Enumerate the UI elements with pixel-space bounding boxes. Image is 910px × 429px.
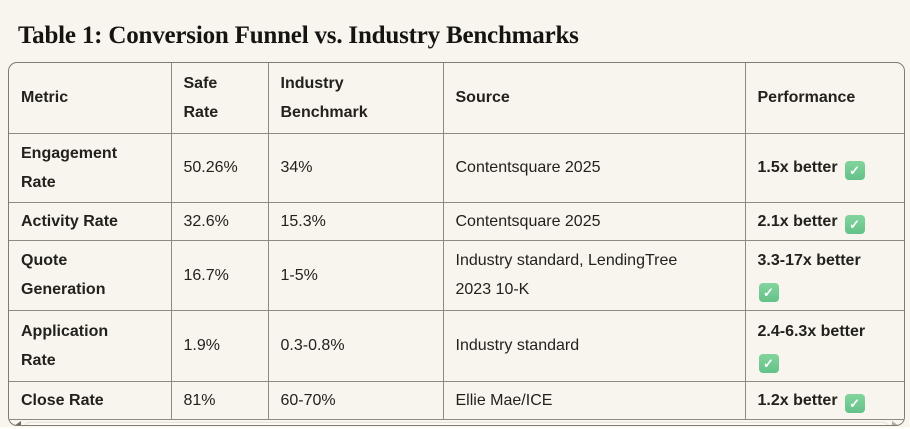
col-header-benchmark: Industry Benchmark [268,63,444,134]
scroll-left-icon[interactable] [14,421,21,425]
cell-safe-rate: 81% [171,381,269,420]
col-header-performance: Performance [745,63,904,134]
check-glyph: ✓ [849,395,860,411]
header-row: Metric Safe Rate Industry Benchmark Sour… [9,63,904,134]
performance-text: 1.2x better [757,391,838,409]
performance-text: 1.5x better [757,159,838,176]
horizontal-scrollbar[interactable] [9,420,904,425]
performance-text: 2.1x better [757,212,838,230]
benchmark-table: Metric Safe Rate Industry Benchmark Sour… [9,63,904,420]
cell-source: Ellie Mae/ICE [443,381,746,420]
cell-performance: 3.3-17x better ✓ [745,240,904,311]
col-header-safe-rate: Safe Rate [171,63,269,134]
cell-metric: Quote Generation [9,240,172,311]
cell-benchmark: 60-70% [268,381,444,420]
cell-benchmark: 34% [268,133,444,203]
cell-metric: Activity Rate [9,202,172,241]
page-bottom-edge [0,427,910,429]
cell-source: Contentsquare 2025 [443,133,746,203]
table-row: Engagement Rate 50.26% 34% Contentsquare… [9,133,904,203]
cell-source: Industry standard [443,310,746,382]
cell-metric: Application Rate [9,310,172,382]
cell-metric: Engagement Rate [9,133,172,203]
scroll-right-icon[interactable] [892,421,899,425]
check-glyph: ✓ [849,163,860,178]
cell-benchmark: 0.3-0.8% [268,310,444,382]
cell-metric: Close Rate [9,381,172,420]
table-row: Quote Generation 16.7% 1-5% Industry sta… [9,240,904,311]
cell-performance: 1.5x better ✓ [745,133,904,203]
cell-performance: 2.4-6.3x better ✓ [745,310,904,382]
check-glyph: ✓ [763,355,774,371]
cell-source: Industry standard, LendingTree 2023 10-K [443,240,746,311]
check-icon: ✓ [758,283,779,302]
scrollbar-thumb[interactable] [25,421,888,425]
check-icon: ✓ [844,161,865,180]
table-container: Metric Safe Rate Industry Benchmark Sour… [8,62,905,426]
cell-safe-rate: 16.7% [171,240,269,311]
cell-safe-rate: 32.6% [171,202,269,241]
check-glyph: ✓ [763,285,774,300]
cell-safe-rate: 50.26% [171,133,269,203]
check-glyph: ✓ [849,216,860,232]
table-row: Close Rate 81% 60-70% Ellie Mae/ICE 1.2x… [9,381,904,420]
page-title: Table 1: Conversion Funnel vs. Industry … [18,22,579,49]
cell-performance: 1.2x better ✓ [745,381,904,420]
performance-text: 2.4-6.3x better [757,322,866,340]
cell-source: Contentsquare 2025 [443,202,746,241]
cell-safe-rate: 1.9% [171,310,269,382]
col-header-metric: Metric [9,63,172,134]
performance-text: 3.3-17x better [757,252,861,269]
cell-benchmark: 15.3% [268,202,444,241]
check-icon: ✓ [844,214,865,234]
col-header-source: Source [443,63,746,134]
check-icon: ✓ [758,353,779,373]
cell-benchmark: 1-5% [268,240,444,311]
table-row: Application Rate 1.9% 0.3-0.8% Industry … [9,310,904,382]
table-row: Activity Rate 32.6% 15.3% Contentsquare … [9,202,904,241]
check-icon: ✓ [844,393,865,413]
cell-performance: 2.1x better ✓ [745,202,904,241]
